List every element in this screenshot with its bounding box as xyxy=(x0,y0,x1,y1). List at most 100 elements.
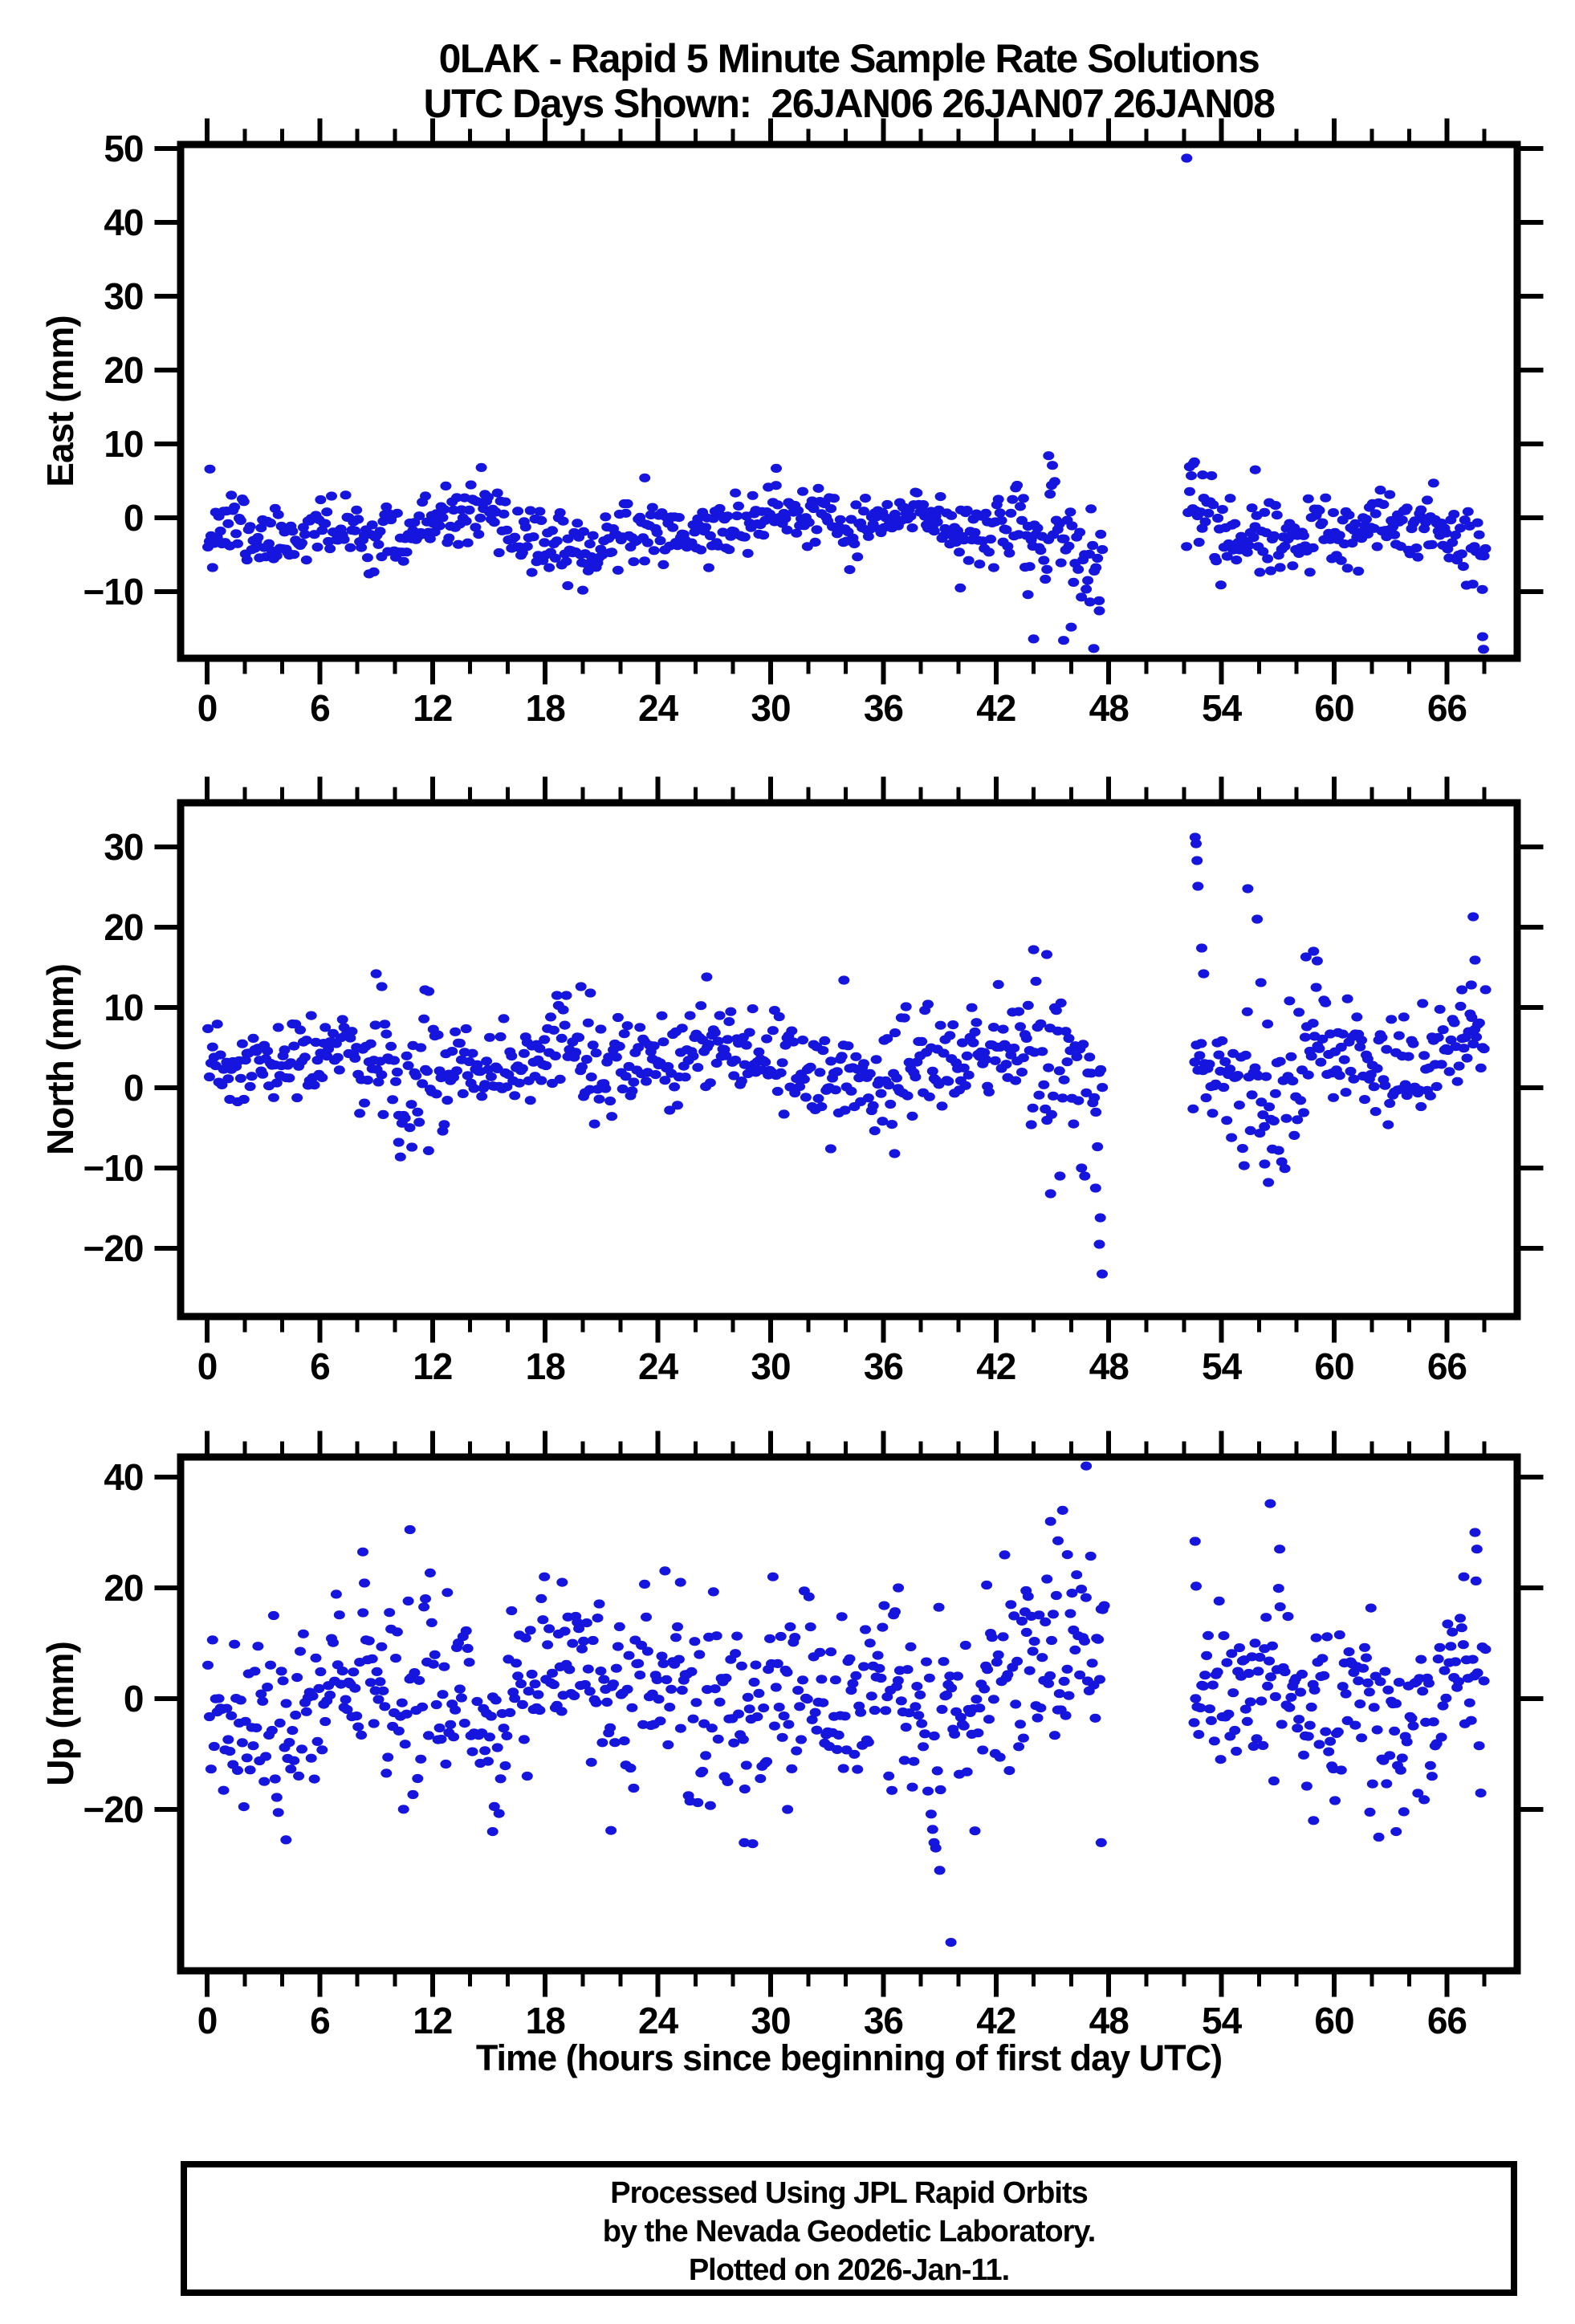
data-point xyxy=(709,1684,721,1694)
data-point xyxy=(379,1020,391,1029)
data-point xyxy=(1044,1671,1056,1681)
data-point xyxy=(656,1011,668,1020)
data-point xyxy=(1479,1645,1492,1654)
data-point xyxy=(855,1707,867,1717)
data-point xyxy=(451,493,462,503)
data-point xyxy=(1450,531,1462,540)
data-point xyxy=(636,1640,648,1650)
data-point xyxy=(539,1035,551,1044)
data-point xyxy=(1028,634,1040,644)
data-point xyxy=(1320,493,1332,503)
east-points xyxy=(202,153,1492,654)
data-point xyxy=(1317,1034,1329,1044)
data-point xyxy=(814,1647,826,1657)
data-point xyxy=(333,1065,345,1075)
data-point xyxy=(232,1765,243,1775)
data-point xyxy=(1447,1627,1459,1637)
svg-text:66: 66 xyxy=(1427,2000,1467,2041)
data-point xyxy=(704,1078,716,1088)
data-point xyxy=(1040,1617,1052,1626)
data-point xyxy=(554,508,566,518)
data-point xyxy=(1005,508,1017,518)
data-point xyxy=(983,547,995,557)
data-point xyxy=(549,1051,561,1060)
data-point xyxy=(844,1654,856,1663)
data-point xyxy=(739,532,751,542)
data-point xyxy=(812,483,824,493)
data-point xyxy=(236,1738,248,1748)
data-point xyxy=(1008,1044,1020,1053)
data-point xyxy=(934,492,946,502)
data-point xyxy=(290,1710,302,1720)
data-point xyxy=(1353,566,1365,576)
data-point xyxy=(564,1665,576,1675)
data-point xyxy=(858,1662,869,1671)
data-point xyxy=(1221,1116,1233,1125)
data-point xyxy=(482,1756,494,1766)
data-point xyxy=(429,1650,441,1659)
data-point xyxy=(1323,1747,1335,1756)
data-point xyxy=(687,1051,699,1061)
data-point xyxy=(979,1684,991,1694)
data-point xyxy=(587,1040,599,1050)
data-point xyxy=(1229,1725,1241,1736)
data-point xyxy=(908,1756,920,1766)
data-point xyxy=(265,1660,276,1670)
data-point xyxy=(659,1566,671,1576)
data-point xyxy=(451,1066,462,1076)
data-point xyxy=(1455,1623,1467,1633)
data-point xyxy=(967,1038,979,1048)
data-point xyxy=(578,1636,589,1646)
data-point xyxy=(1447,538,1459,547)
data-point xyxy=(825,1056,837,1066)
data-point xyxy=(1027,1646,1039,1656)
data-point xyxy=(1085,1551,1097,1561)
data-point xyxy=(1097,1083,1109,1093)
data-point xyxy=(829,1085,841,1095)
data-point xyxy=(1467,912,1479,922)
data-point xyxy=(1081,584,1093,594)
data-point xyxy=(1396,1753,1408,1763)
data-point xyxy=(1479,985,1492,995)
data-point xyxy=(391,1067,403,1077)
data-point xyxy=(949,1729,961,1739)
data-point xyxy=(1239,1704,1251,1714)
data-point xyxy=(516,1064,528,1073)
data-point xyxy=(399,1113,411,1123)
data-point xyxy=(1359,1095,1370,1105)
data-point xyxy=(862,1093,874,1103)
data-point xyxy=(344,543,356,552)
data-point xyxy=(267,1610,279,1621)
data-point xyxy=(1092,1142,1104,1152)
data-point xyxy=(747,490,759,500)
data-point xyxy=(628,557,640,567)
data-point xyxy=(366,1654,378,1663)
data-point xyxy=(1046,1109,1057,1119)
data-point xyxy=(934,1866,946,1875)
data-point xyxy=(422,1146,434,1155)
data-point xyxy=(1356,1733,1368,1743)
data-point xyxy=(971,1018,983,1028)
data-point xyxy=(1401,1737,1413,1747)
data-point xyxy=(628,1077,640,1087)
data-point xyxy=(1241,1716,1253,1726)
data-point xyxy=(673,1654,685,1664)
data-point xyxy=(845,1086,857,1096)
data-point xyxy=(1061,1550,1073,1560)
data-point xyxy=(695,1001,707,1011)
data-point xyxy=(1389,1726,1401,1736)
data-point xyxy=(886,1785,898,1795)
svg-text:48: 48 xyxy=(1089,1345,1129,1387)
data-point xyxy=(1272,1584,1284,1593)
data-point xyxy=(748,1677,760,1687)
data-point xyxy=(1440,1693,1452,1703)
data-point xyxy=(1455,1001,1467,1011)
data-point xyxy=(1242,884,1254,893)
data-point xyxy=(692,1063,704,1072)
data-point xyxy=(1002,1670,1014,1679)
data-point xyxy=(351,1711,363,1721)
data-point xyxy=(1048,1731,1060,1740)
data-point xyxy=(234,1073,246,1083)
data-point xyxy=(263,539,275,548)
data-point xyxy=(1262,1681,1274,1691)
